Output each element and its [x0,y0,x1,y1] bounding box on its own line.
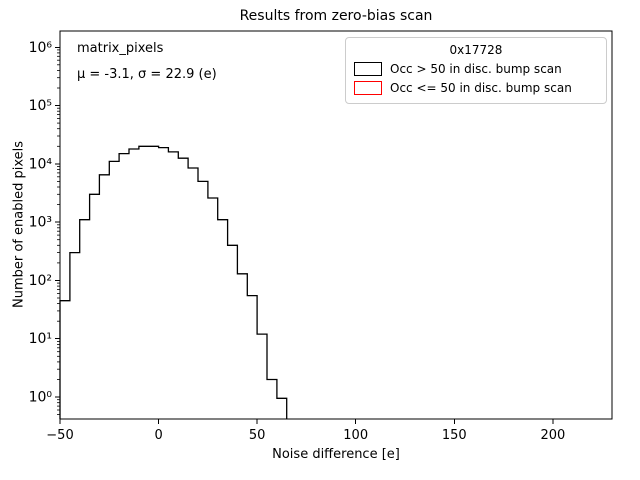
x-tick-label: 150 [442,428,467,443]
y-axis-label: Number of enabled pixels [11,141,27,309]
x-tick-label: 50 [249,428,266,443]
y-tick-label: 10² [29,273,52,289]
x-axis-label: Noise difference [e] [272,447,400,462]
stats-label: μ = -3.1, σ = 22.9 (e) [77,67,217,82]
x-tick-label: −50 [46,428,73,443]
legend-swatch-black [354,62,382,76]
legend-label: Occ <= 50 in disc. bump scan [390,81,572,95]
legend-label: Occ > 50 in disc. bump scan [390,62,562,76]
x-tick-label: 100 [343,428,368,443]
y-tick-label: 10³ [29,215,52,231]
legend-swatch-red [354,81,382,95]
legend-entry: Occ > 50 in disc. bump scan [354,62,598,76]
y-tick-label: 10¹ [29,331,52,347]
x-tick-label: 200 [540,428,565,443]
legend-title: 0x17728 [449,43,503,57]
y-tick-label: 10⁰ [29,390,53,406]
y-tick-label: 10⁴ [29,156,53,172]
legend: 0x17728 Occ > 50 in disc. bump scan Occ … [345,37,607,104]
legend-entry: Occ <= 50 in disc. bump scan [354,81,598,95]
chart-title: Results from zero-bias scan [239,8,433,24]
dataset-label: matrix_pixels [77,41,164,56]
x-tick-label: 0 [154,428,162,443]
histogram-series [59,145,288,419]
y-tick-label: 10⁶ [29,40,53,56]
y-tick-label: 10⁵ [29,98,52,114]
